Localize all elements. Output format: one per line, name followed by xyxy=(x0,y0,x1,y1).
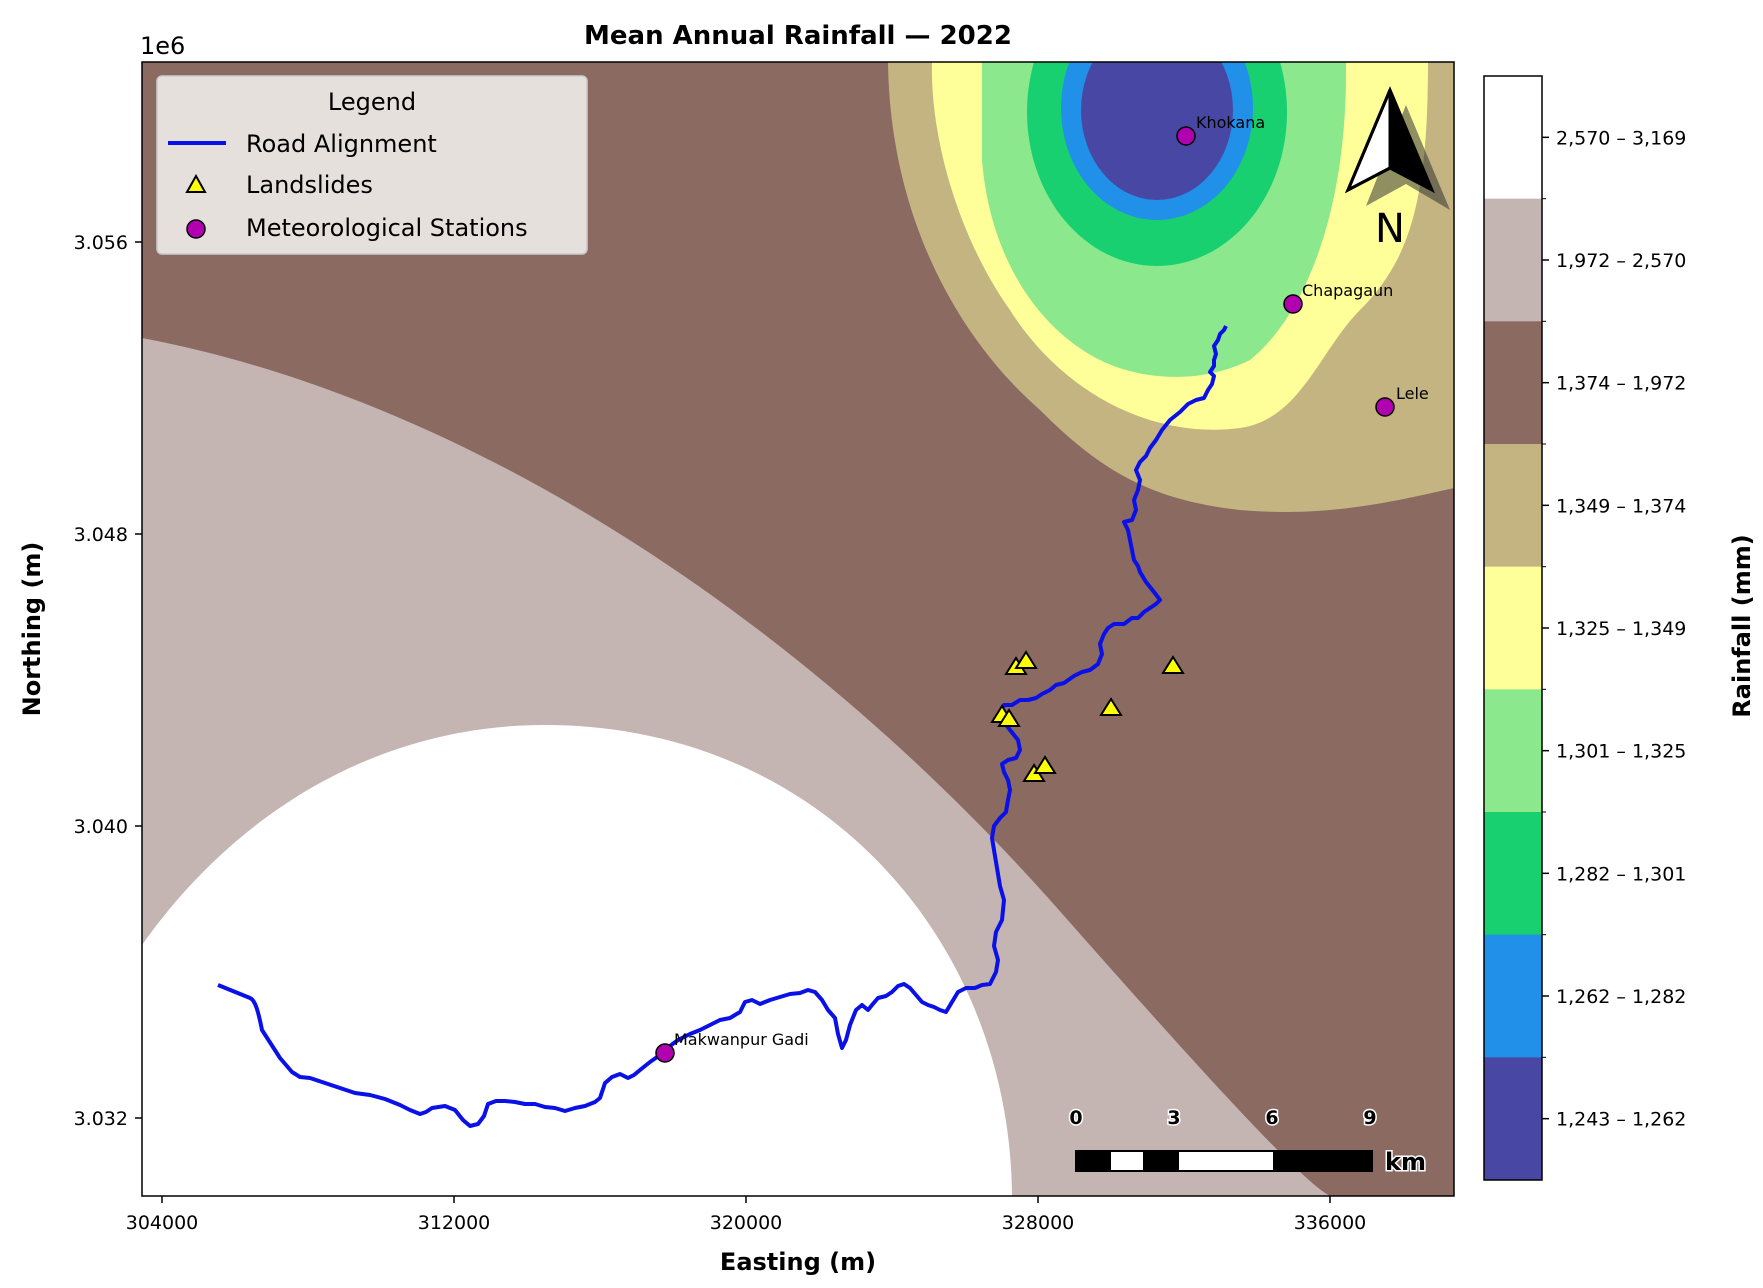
scale-tick: 0 xyxy=(1069,1107,1082,1129)
scale-tick: 3 xyxy=(1167,1107,1180,1129)
colorbar-swatch xyxy=(1484,444,1542,568)
station-makwanpur-gadi xyxy=(655,1043,675,1063)
colorbar-label: 1,349 – 1,374 xyxy=(1556,495,1686,517)
station-label: Chapagaun xyxy=(1302,281,1393,300)
colorbar-swatch xyxy=(1484,198,1542,322)
colorbar-swatch xyxy=(1484,812,1542,936)
zone-2570-3169 xyxy=(142,725,1012,1196)
legend-landslide-icon xyxy=(185,173,207,193)
road-alignment xyxy=(217,325,1228,1128)
colorbar-swatch xyxy=(1484,566,1542,690)
y-tick-label: 3.040 xyxy=(74,816,128,838)
legend-road-label: Road Alignment xyxy=(246,130,437,158)
colorbar-swatch xyxy=(1484,76,1542,200)
landslide-marker xyxy=(1033,755,1057,774)
colorbar-title: Rainfall (mm) xyxy=(1728,534,1756,717)
station-label: Makwanpur Gadi xyxy=(674,1030,809,1049)
legend-landslide-label: Landslides xyxy=(246,171,373,199)
station-label: Lele xyxy=(1396,384,1429,403)
north-arrow-icon xyxy=(1345,86,1450,210)
legend: Legend Road Alignment Landslides Meteoro… xyxy=(156,75,588,255)
station-label: Khokana xyxy=(1196,113,1265,132)
station-khokana xyxy=(1176,126,1196,146)
y-axis-label: Northing (m) xyxy=(18,542,46,717)
colorbar-frame xyxy=(1483,75,1543,1181)
station-markers xyxy=(655,126,1395,1063)
landslide-marker xyxy=(1161,655,1185,674)
colorbar-swatch xyxy=(1484,1057,1542,1181)
colorbar-label: 2,570 – 3,169 xyxy=(1556,127,1686,149)
scale-bar xyxy=(1075,1150,1373,1172)
y-axis xyxy=(135,241,142,1119)
scale-tick: 6 xyxy=(1265,1107,1278,1129)
x-tick-label: 304000 xyxy=(126,1212,199,1234)
legend-box xyxy=(156,75,588,255)
legend-station-icon xyxy=(186,219,206,239)
map-title: Mean Annual Rainfall — 2022 xyxy=(584,21,1012,51)
scale-unit: km xyxy=(1385,1148,1426,1176)
legend-title: Legend xyxy=(328,88,416,116)
x-tick-label: 320000 xyxy=(710,1212,783,1234)
y-tick-label: 3.056 xyxy=(74,232,128,254)
y-tick-label: 3.048 xyxy=(74,524,128,546)
station-chapagaun xyxy=(1283,294,1303,314)
landslide-marker xyxy=(997,708,1021,727)
colorbar-label: 1,243 – 1,262 xyxy=(1556,1109,1686,1131)
x-tick-label: 328000 xyxy=(1002,1212,1075,1234)
x-axis-label: Easting (m) xyxy=(720,1248,876,1276)
colorbar-label: 1,262 – 1,282 xyxy=(1556,986,1686,1008)
colorbar-swatch xyxy=(1484,321,1542,445)
x-axis xyxy=(161,1196,1331,1203)
landslide-marker xyxy=(1099,697,1123,716)
landslide-markers xyxy=(990,650,1185,782)
map-frame xyxy=(141,61,1455,1197)
rainfall-surface: Khokana Chapagaun Lele Makwanpur Gadi N … xyxy=(142,62,1454,1196)
y-tick-label: 3.032 xyxy=(74,1108,128,1130)
zone-1243-1262 xyxy=(1081,62,1233,200)
north-label: N xyxy=(1375,206,1405,252)
colorbar-swatch xyxy=(1484,689,1542,813)
colorbar: 2,570 – 3,169 1,972 – 2,570 1,374 – 1,972 1… xyxy=(1483,75,1686,1181)
x-tick-label: 336000 xyxy=(1294,1212,1367,1234)
colorbar-label: 1,972 – 2,570 xyxy=(1556,250,1686,272)
scale-tick: 9 xyxy=(1363,1107,1376,1129)
colorbar-swatch xyxy=(1484,934,1542,1058)
colorbar-label: 1,325 – 1,349 xyxy=(1556,618,1686,640)
legend-station-label: Meteorological Stations xyxy=(246,214,528,242)
station-lele xyxy=(1375,397,1395,417)
x-tick-label: 312000 xyxy=(418,1212,491,1234)
colorbar-label: 1,301 – 1,325 xyxy=(1556,741,1686,763)
landslide-marker xyxy=(1014,650,1038,669)
colorbar-label: 1,282 – 1,301 xyxy=(1556,863,1686,885)
colorbar-label: 1,374 – 1,972 xyxy=(1556,373,1686,395)
y-offset-label: 1e6 xyxy=(140,32,185,60)
